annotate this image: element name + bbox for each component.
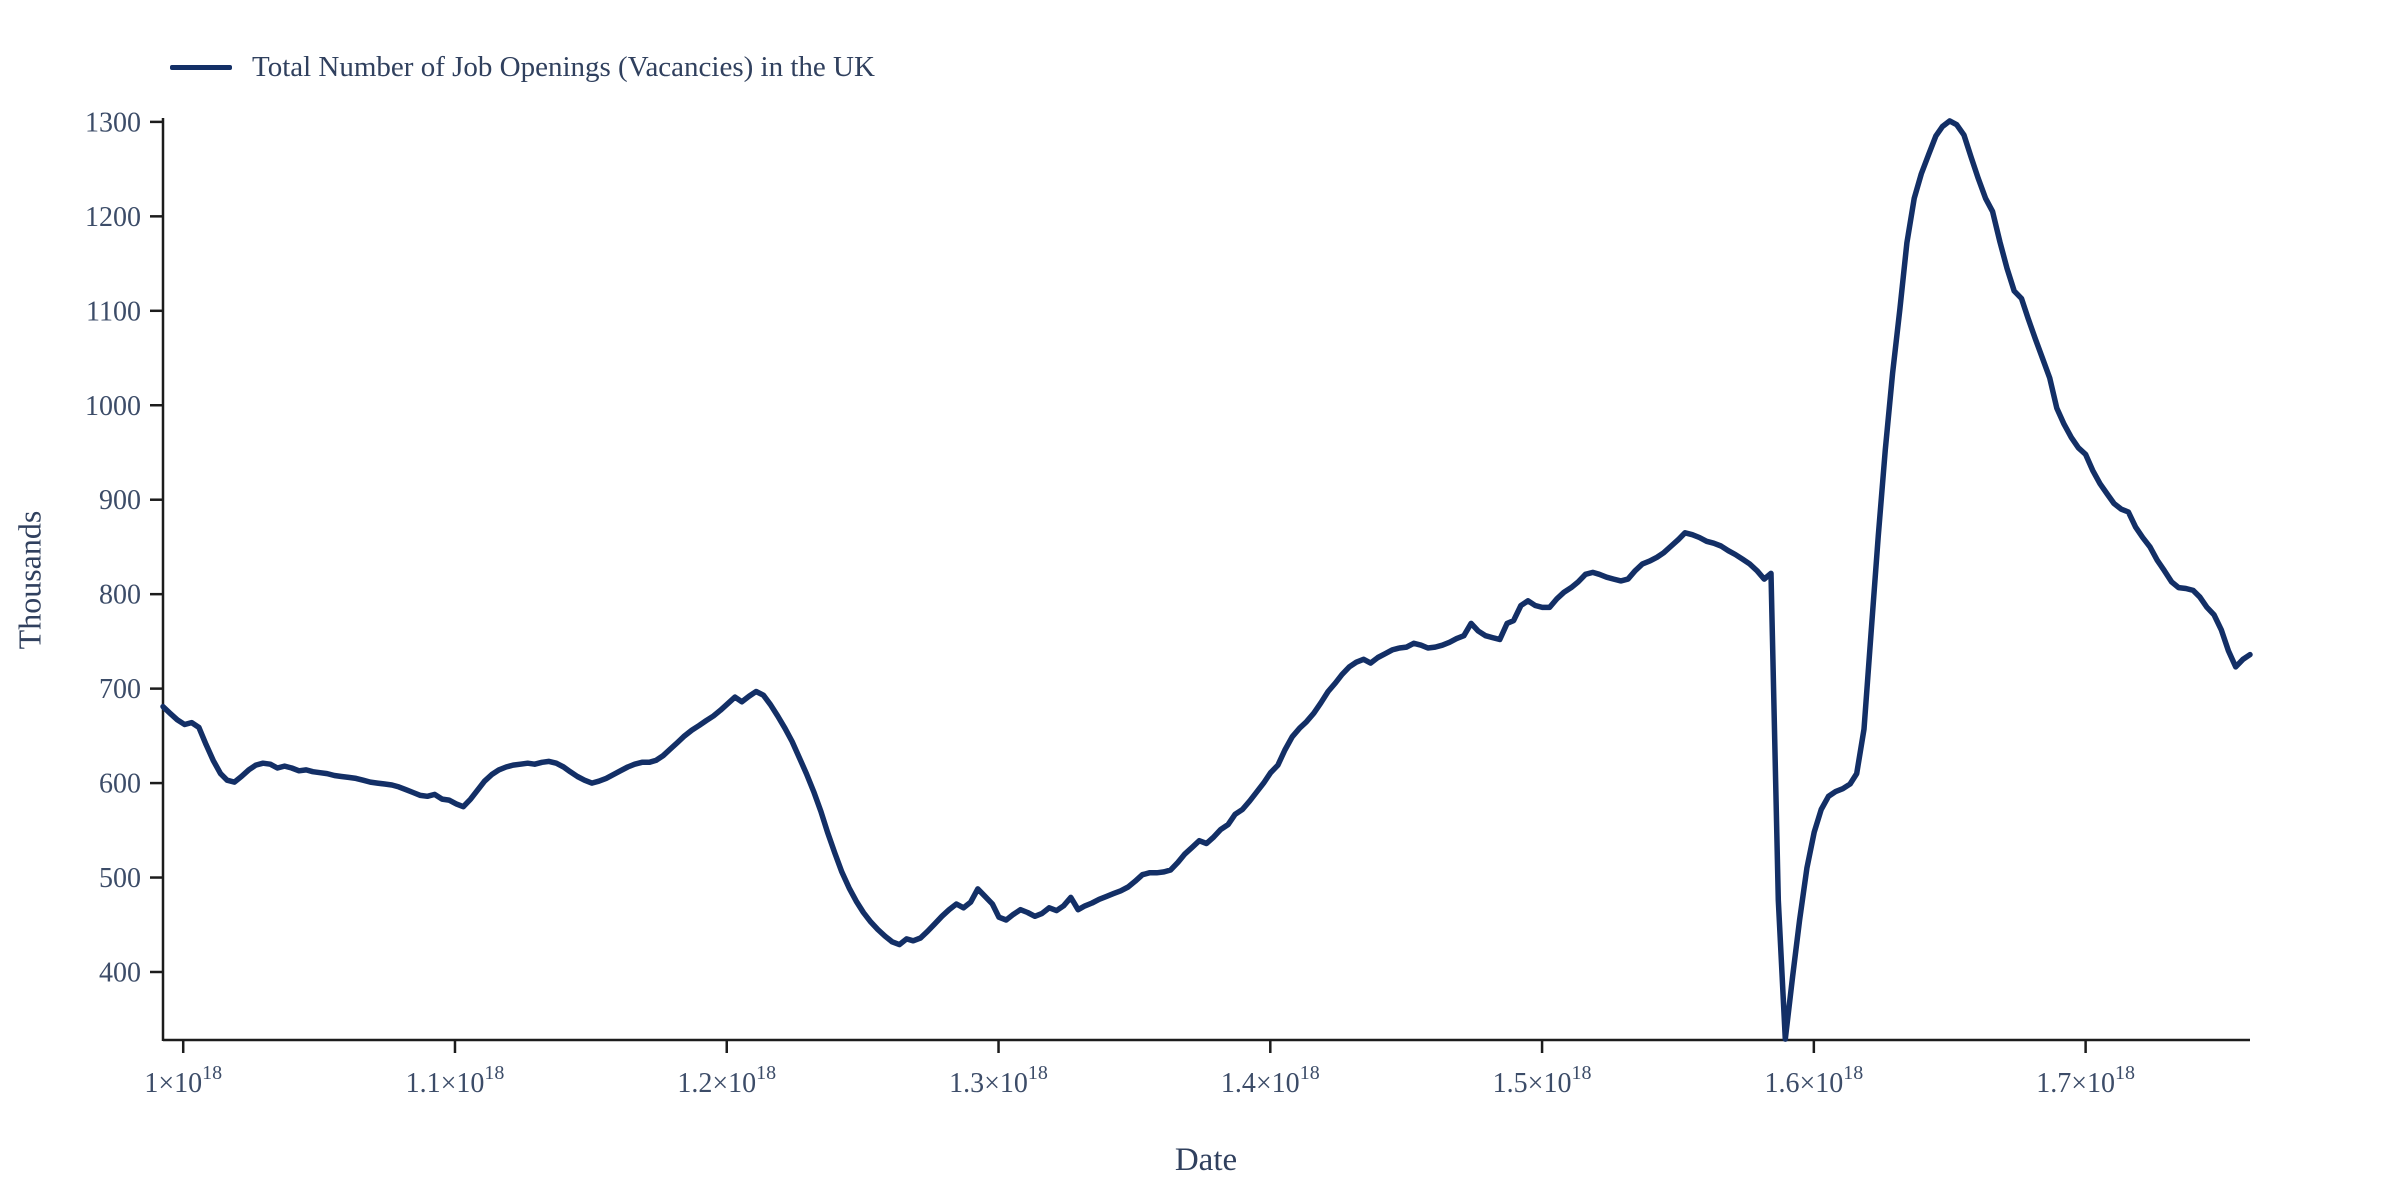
y-tick-label: 1300 (85, 107, 141, 138)
y-tick-label: 1000 (85, 391, 141, 422)
x-tick-label: 1.1×1018 (406, 1062, 505, 1099)
y-tick-label: 1200 (85, 202, 141, 233)
y-tick-label: 800 (99, 580, 141, 611)
y-tick-label: 600 (99, 769, 141, 800)
x-tick-label: 1.5×1018 (1493, 1062, 1592, 1099)
plot-area[interactable] (163, 120, 2250, 1040)
x-tick-label: 1.2×1018 (677, 1062, 776, 1099)
x-tick-label: 1.3×1018 (949, 1062, 1048, 1099)
y-tick-label: 500 (99, 863, 141, 894)
vacancies-series-line[interactable] (160, 118, 2253, 1042)
y-tick-label: 900 (99, 485, 141, 516)
legend-label: Total Number of Job Openings (Vacancies)… (252, 51, 875, 83)
x-axis-title: Date (1174, 1142, 1238, 1178)
y-tick-label: 700 (99, 674, 141, 705)
legend-line-swatch-icon (170, 64, 232, 70)
x-tick-label: 1.6×1018 (1764, 1062, 1863, 1099)
legend[interactable]: Total Number of Job Openings (Vacancies)… (170, 50, 875, 84)
x-tick-label: 1.7×1018 (2036, 1062, 2135, 1099)
y-tick-label: 400 (99, 958, 141, 989)
y-tick-label: 1100 (86, 296, 141, 327)
x-tick-label: 1×1018 (144, 1062, 222, 1099)
x-tick-label: 1.4×1018 (1221, 1062, 1320, 1099)
